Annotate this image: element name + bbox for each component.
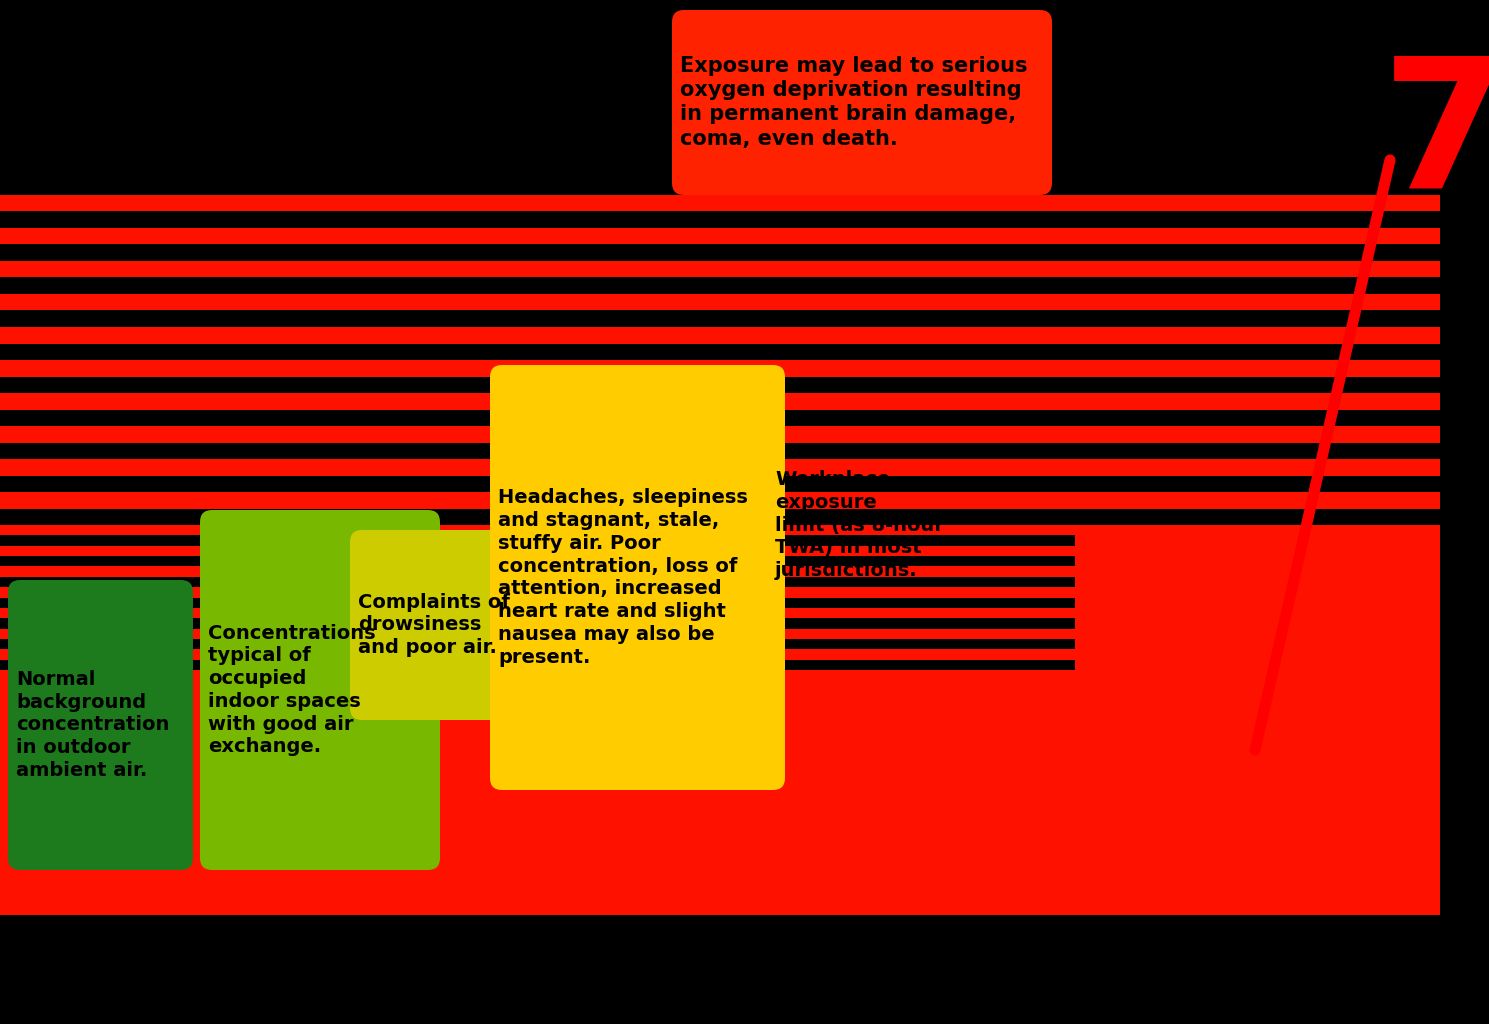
Bar <box>0 410 1440 426</box>
FancyBboxPatch shape <box>350 530 564 720</box>
Bar <box>0 737 575 915</box>
Bar <box>0 618 1075 629</box>
Bar <box>0 577 1075 587</box>
Text: 7: 7 <box>1382 50 1489 226</box>
Bar <box>0 509 1440 525</box>
Text: Normal
background
concentration
in outdoor
ambient air.: Normal background concentration in outdo… <box>16 670 170 780</box>
Text: Workplace
exposure
limit (as 8-hour
TWA) in most
jurisdictions.: Workplace exposure limit (as 8-hour TWA)… <box>774 470 944 580</box>
Bar <box>0 310 1440 327</box>
Bar <box>0 475 1440 492</box>
Bar <box>0 343 1440 360</box>
FancyBboxPatch shape <box>672 10 1053 195</box>
Bar <box>0 800 270 915</box>
Bar <box>0 659 1075 670</box>
Bar <box>0 377 1440 393</box>
Bar <box>0 442 1440 459</box>
FancyBboxPatch shape <box>490 365 785 790</box>
Bar <box>0 245 1440 261</box>
Text: Exposure may lead to serious
oxygen deprivation resulting
in permanent brain dam: Exposure may lead to serious oxygen depr… <box>680 56 1027 148</box>
Bar <box>0 597 1075 608</box>
Bar <box>0 212 1440 228</box>
Bar <box>0 278 1440 294</box>
Text: Complaints of
drowsiness
and poor air.: Complaints of drowsiness and poor air. <box>357 593 509 657</box>
Bar <box>0 195 1440 915</box>
Bar <box>0 536 1075 546</box>
Text: Headaches, sleepiness
and stagnant, stale,
stuffy air. Poor
concentration, loss : Headaches, sleepiness and stagnant, stal… <box>497 488 747 667</box>
FancyBboxPatch shape <box>7 580 194 870</box>
FancyBboxPatch shape <box>200 510 441 870</box>
Bar <box>0 556 1075 566</box>
Text: Concentrations
typical of
occupied
indoor spaces
with good air
exchange.: Concentrations typical of occupied indoo… <box>208 624 375 757</box>
Bar <box>0 525 1075 915</box>
Bar <box>0 670 820 915</box>
Bar <box>0 639 1075 649</box>
